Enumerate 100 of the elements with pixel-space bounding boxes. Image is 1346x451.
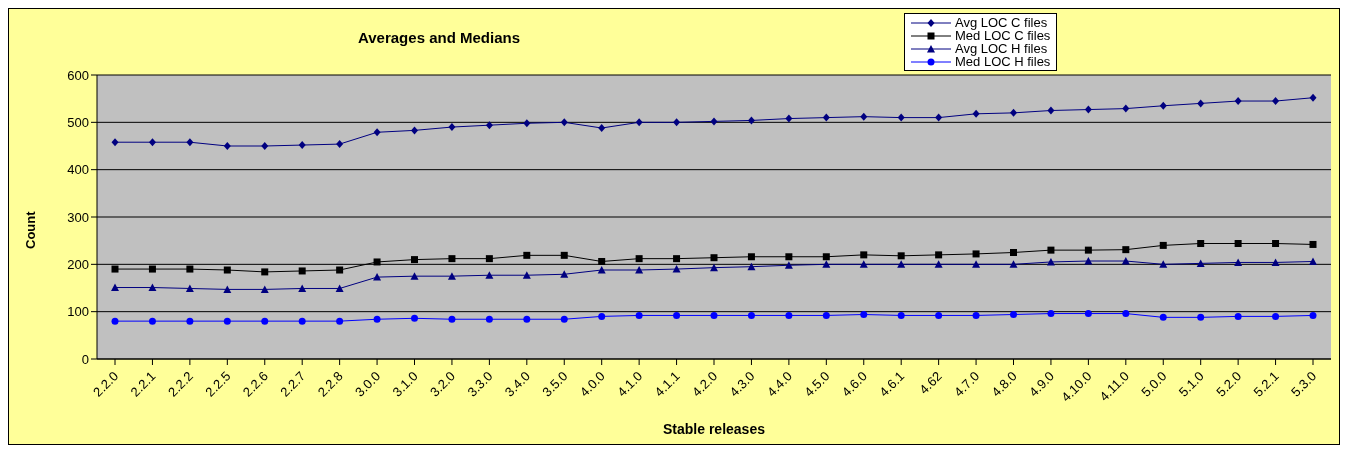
point bbox=[186, 138, 194, 147]
point bbox=[111, 283, 119, 292]
legend-label: Avg LOC C files bbox=[955, 15, 1048, 30]
point bbox=[373, 258, 381, 266]
point bbox=[336, 317, 344, 325]
point bbox=[598, 257, 606, 265]
point bbox=[1009, 260, 1018, 268]
point bbox=[1159, 260, 1168, 268]
point bbox=[336, 140, 344, 149]
point bbox=[1159, 313, 1167, 321]
y-tick-label: 500 bbox=[67, 114, 89, 130]
point bbox=[1197, 313, 1205, 321]
point bbox=[1271, 258, 1280, 266]
point bbox=[560, 251, 568, 259]
point bbox=[747, 253, 755, 261]
y-tick-label: 100 bbox=[67, 304, 89, 320]
point bbox=[1309, 311, 1317, 319]
point bbox=[260, 285, 269, 293]
point bbox=[972, 311, 980, 319]
point bbox=[373, 128, 381, 137]
point bbox=[448, 255, 456, 263]
point bbox=[1234, 97, 1242, 106]
point bbox=[1309, 93, 1317, 102]
point bbox=[411, 314, 418, 322]
point bbox=[635, 311, 643, 319]
point bbox=[897, 113, 905, 122]
y-tick-label: 300 bbox=[67, 209, 89, 225]
point bbox=[935, 113, 943, 122]
point bbox=[860, 311, 868, 319]
point bbox=[673, 118, 681, 127]
point bbox=[111, 317, 119, 325]
point bbox=[822, 113, 830, 122]
point bbox=[859, 260, 868, 268]
point bbox=[822, 260, 831, 268]
point bbox=[148, 265, 156, 273]
point bbox=[1084, 246, 1092, 254]
point bbox=[1047, 106, 1055, 115]
point bbox=[148, 317, 156, 325]
point bbox=[1121, 257, 1130, 265]
point bbox=[111, 265, 119, 273]
point bbox=[1047, 310, 1055, 318]
y-axis-title: Count bbox=[23, 211, 38, 249]
point bbox=[410, 272, 419, 280]
y-tick-label: 600 bbox=[67, 67, 89, 83]
point bbox=[1084, 257, 1093, 265]
point bbox=[298, 141, 306, 150]
point bbox=[672, 265, 681, 273]
point bbox=[336, 266, 344, 274]
y-tick-label: 200 bbox=[67, 256, 89, 272]
point bbox=[972, 250, 980, 258]
point bbox=[934, 260, 943, 268]
point bbox=[223, 266, 231, 274]
point bbox=[223, 285, 232, 293]
point bbox=[635, 266, 644, 274]
point bbox=[523, 251, 531, 259]
point bbox=[1234, 312, 1242, 320]
point bbox=[822, 311, 830, 319]
point bbox=[373, 315, 381, 323]
point bbox=[485, 315, 493, 323]
point bbox=[598, 124, 606, 133]
y-tick-label: 0 bbox=[81, 351, 89, 367]
point bbox=[1309, 240, 1317, 248]
point bbox=[1272, 312, 1280, 320]
x-tick-label: 4.62 bbox=[916, 368, 945, 398]
point bbox=[1309, 257, 1317, 265]
point bbox=[935, 311, 943, 319]
point bbox=[485, 255, 493, 263]
point bbox=[1197, 99, 1205, 108]
legend-label: Med LOC C files bbox=[955, 28, 1051, 43]
point bbox=[1234, 258, 1243, 266]
point bbox=[747, 311, 755, 319]
point bbox=[1010, 108, 1017, 117]
chart-title: Averages and Medians bbox=[357, 29, 521, 46]
point bbox=[223, 142, 231, 150]
point bbox=[148, 283, 157, 292]
point bbox=[261, 268, 269, 276]
point bbox=[298, 267, 306, 275]
point bbox=[1234, 240, 1242, 248]
point bbox=[860, 112, 868, 121]
point bbox=[335, 284, 344, 292]
point bbox=[897, 260, 906, 268]
point bbox=[710, 254, 718, 262]
point bbox=[1084, 310, 1092, 318]
point bbox=[1197, 240, 1205, 248]
point bbox=[822, 253, 830, 261]
point bbox=[785, 311, 793, 319]
point bbox=[111, 138, 119, 147]
legend-label: Med LOC H files bbox=[955, 54, 1051, 69]
point bbox=[373, 273, 382, 281]
point bbox=[1122, 246, 1130, 254]
point bbox=[710, 311, 718, 319]
point bbox=[485, 121, 493, 130]
point bbox=[186, 265, 194, 273]
point bbox=[972, 260, 981, 268]
point bbox=[1047, 246, 1055, 254]
point bbox=[223, 317, 231, 325]
point bbox=[1122, 310, 1130, 318]
point bbox=[522, 271, 531, 279]
point bbox=[635, 255, 643, 263]
point bbox=[635, 118, 643, 127]
